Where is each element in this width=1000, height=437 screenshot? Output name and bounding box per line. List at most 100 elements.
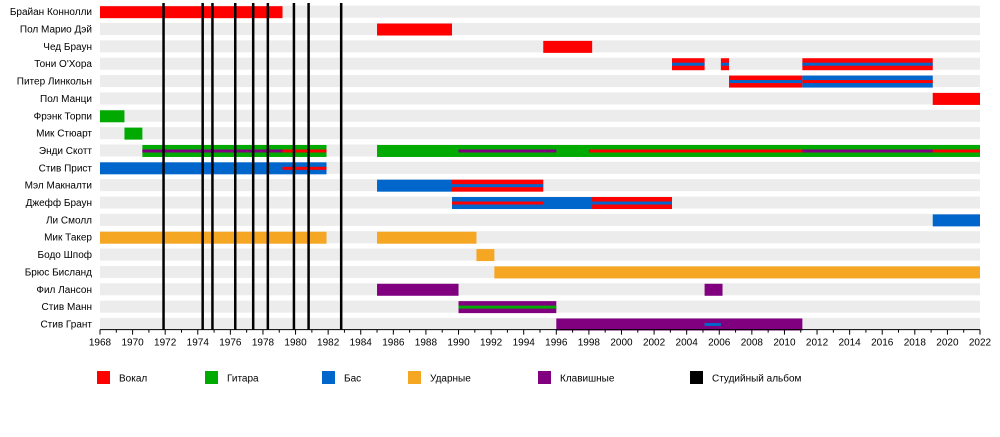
member-label-ли-смолл: Ли Смолл	[46, 215, 92, 226]
tick-label-1996: 1996	[545, 338, 568, 349]
tick-label-2008: 2008	[741, 338, 764, 349]
member-label-мик-такер: Мик Такер	[44, 233, 92, 244]
bar-vocal	[932, 92, 980, 105]
tick-label-2010: 2010	[773, 338, 796, 349]
legend-swatch-vocal	[97, 371, 110, 384]
tick-label-2014: 2014	[839, 338, 862, 349]
row-background	[100, 317, 980, 330]
legend-label-bass: Бас	[344, 374, 361, 385]
stripe-vocal	[282, 149, 327, 153]
legend-label-guitar: Гитара	[227, 374, 259, 385]
tick-label-1968: 1968	[89, 338, 112, 349]
stripe-bass	[672, 62, 705, 66]
bar-vocal	[543, 40, 593, 53]
row-background	[100, 5, 980, 18]
legend-swatch-bass	[322, 371, 335, 384]
member-label-мик-стюарт: Мик Стюарт	[36, 129, 92, 140]
x-axis: 1968 1970 1972 1974 1976 1978 1980 1982 1984 1986…	[89, 329, 992, 349]
tick-label-1976: 1976	[219, 338, 242, 349]
tick-label-2020: 2020	[936, 338, 959, 349]
bar-drums	[476, 249, 495, 262]
row-background	[100, 213, 980, 226]
tick-label-1978: 1978	[252, 338, 275, 349]
tick-label-2004: 2004	[676, 338, 699, 349]
bar-keys	[556, 318, 803, 331]
tick-label-1980: 1980	[284, 338, 307, 349]
stripe-bass	[802, 62, 933, 66]
bar-guitar	[100, 110, 125, 123]
stripe-vocal	[802, 80, 933, 84]
stripe-guitar	[458, 305, 557, 309]
member-label-фрэнк-торпи: Фрэнк Торпи	[34, 111, 92, 122]
stripe-bass	[452, 184, 544, 188]
bar-keys	[704, 283, 723, 296]
member-label-джефф-браун: Джефф Браун	[26, 197, 92, 209]
tick-label-2018: 2018	[904, 338, 927, 349]
member-label-стив-грант: Стив Грант	[40, 319, 92, 330]
legend-swatch-keys	[538, 371, 551, 384]
legend-label-album: Студийный альбом	[712, 373, 802, 385]
row-background	[100, 92, 980, 105]
tick-label-1998: 1998	[578, 338, 601, 349]
row-background	[100, 57, 980, 70]
row-background	[100, 127, 980, 140]
stripe-vocal	[282, 166, 327, 170]
tick-label-2012: 2012	[806, 338, 829, 349]
row-background	[100, 283, 980, 296]
member-label-брюс-бисланд: Брюс Бисланд	[25, 267, 92, 278]
legend-swatch-drums	[408, 371, 421, 384]
member-label-мэл-макналти: Мэл Макналти	[25, 181, 92, 192]
bar-vocal	[377, 23, 452, 36]
row-background	[100, 23, 980, 36]
member-label-тони-о-хора: Тони О'Хора	[34, 59, 92, 70]
bar-bass	[932, 214, 980, 227]
bar-bass	[377, 179, 452, 192]
legend-swatch-album	[690, 371, 703, 384]
stripe-bass	[720, 62, 730, 66]
tick-label-2002: 2002	[643, 338, 666, 349]
stripe-bass	[729, 80, 803, 84]
member-label-пол-марио-дэй: Пол Марио Дэй	[20, 25, 92, 36]
bar-drums	[494, 266, 980, 279]
bar-drums	[377, 231, 477, 244]
tick-label-1988: 1988	[415, 338, 438, 349]
member-label-пол-манци: Пол Манци	[40, 94, 92, 105]
stripe-vocal	[588, 149, 980, 153]
member-label-бодо-шпоф: Бодо Шпоф	[38, 249, 92, 261]
legend-label-vocal: Вокал	[119, 374, 147, 385]
member-label-стив-манн: Стив Манн	[41, 302, 92, 313]
tick-label-1984: 1984	[350, 338, 373, 349]
stripe-bass	[704, 322, 721, 326]
tick-label-2006: 2006	[708, 338, 731, 349]
legend: Вокал Гитара Бас Ударные Клавишные Студийный …	[97, 371, 802, 385]
album-markers	[162, 3, 343, 330]
row-background	[100, 109, 980, 122]
stripe-vocal	[452, 201, 544, 205]
legend-label-drums: Ударные	[430, 374, 471, 385]
bar-guitar	[124, 127, 143, 140]
member-label-питер-линкольн: Питер Линкольн	[17, 77, 92, 88]
tick-label-1982: 1982	[317, 338, 340, 349]
legend-label-keys: Клавишные	[560, 374, 615, 385]
tick-label-1992: 1992	[480, 338, 503, 349]
tick-label-1972: 1972	[154, 338, 177, 349]
bar-vocal	[100, 6, 283, 19]
member-label-стив-прист: Стив Прист	[39, 163, 93, 174]
row-background	[100, 40, 980, 53]
bar-keys	[377, 283, 459, 296]
member-label-фил-лансон: Фил Лансон	[36, 285, 92, 296]
member-label-брайан-коннолли: Брайан Коннолли	[10, 7, 92, 18]
tick-label-2022: 2022	[969, 338, 992, 349]
tick-label-2000: 2000	[610, 338, 633, 349]
tick-label-1970: 1970	[121, 338, 144, 349]
row-background	[100, 248, 980, 261]
tick-label-1986: 1986	[382, 338, 405, 349]
tick-label-2016: 2016	[871, 338, 894, 349]
member-label-чед-браун: Чед Браун	[43, 42, 92, 53]
tick-label-1974: 1974	[187, 338, 210, 349]
member-label-энди-скотт: Энди Скотт	[39, 146, 93, 157]
stripe-keys	[458, 149, 557, 153]
legend-swatch-guitar	[205, 371, 218, 384]
tick-label-1990: 1990	[447, 338, 470, 349]
